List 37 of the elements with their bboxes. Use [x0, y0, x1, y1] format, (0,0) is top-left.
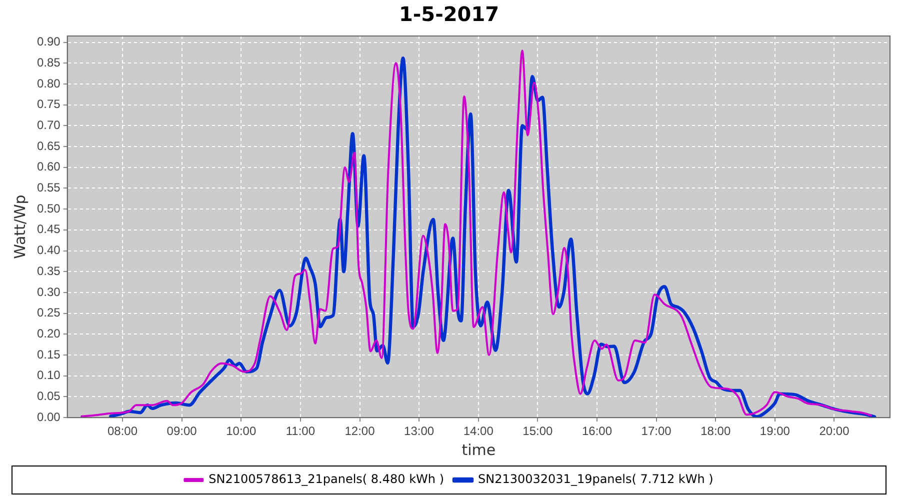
y-tick-label: 0.60	[36, 160, 61, 174]
y-tick-label: 0.55	[36, 180, 61, 195]
x-tick-label: 16:00	[582, 424, 612, 438]
x-tick-label: 08:00	[108, 424, 138, 438]
x-tick-label: 13:00	[404, 424, 434, 438]
x-tick-label: 17:00	[641, 424, 672, 438]
x-tick-label: 10:00	[226, 424, 256, 438]
y-tick-label: 0.75	[36, 97, 61, 112]
legend-label: SN2100578613_21panels( 8.480 kWh )	[208, 472, 444, 486]
x-tick-label: 12:00	[344, 424, 376, 438]
y-tick-label: 0.50	[36, 201, 61, 216]
y-tick-label: 0.15	[36, 347, 61, 362]
y-tick-label: 0.00	[36, 410, 61, 424]
y-tick-label: 0.45	[36, 222, 61, 236]
x-tick-label: 14:00	[463, 424, 494, 438]
x-tick-label: 15:00	[522, 424, 554, 438]
y-tick-label: 0.65	[36, 138, 61, 153]
y-tick-label: 0.40	[36, 243, 61, 258]
y-tick-label: 0.05	[36, 389, 61, 404]
y-tick-label: 0.10	[36, 368, 61, 382]
x-axis-title: time	[462, 440, 496, 459]
y-tick-label: 0.30	[36, 284, 61, 299]
x-tick-label: 11:00	[286, 424, 316, 438]
y-tick-label: 0.80	[36, 76, 61, 90]
y-tick-label: 0.20	[36, 326, 61, 341]
y-tick-label: 0.35	[36, 264, 61, 278]
chart-title: 1-5-2017	[398, 2, 500, 26]
y-axis-title: Watt/Wp	[10, 194, 29, 259]
x-tick-label: 09:00	[166, 424, 198, 438]
y-tick-label: 0.70	[36, 118, 61, 132]
y-tick-label: 0.90	[36, 34, 61, 49]
y-tick-label: 0.25	[36, 306, 61, 320]
x-tick-label: 18:00	[700, 424, 731, 438]
x-tick-label: 20:00	[819, 424, 850, 438]
legend-label: SN2130032031_19panels( 7.712 kWh )	[478, 472, 714, 486]
x-tick-label: 19:00	[760, 424, 790, 438]
y-tick-label: 0.85	[36, 55, 61, 70]
